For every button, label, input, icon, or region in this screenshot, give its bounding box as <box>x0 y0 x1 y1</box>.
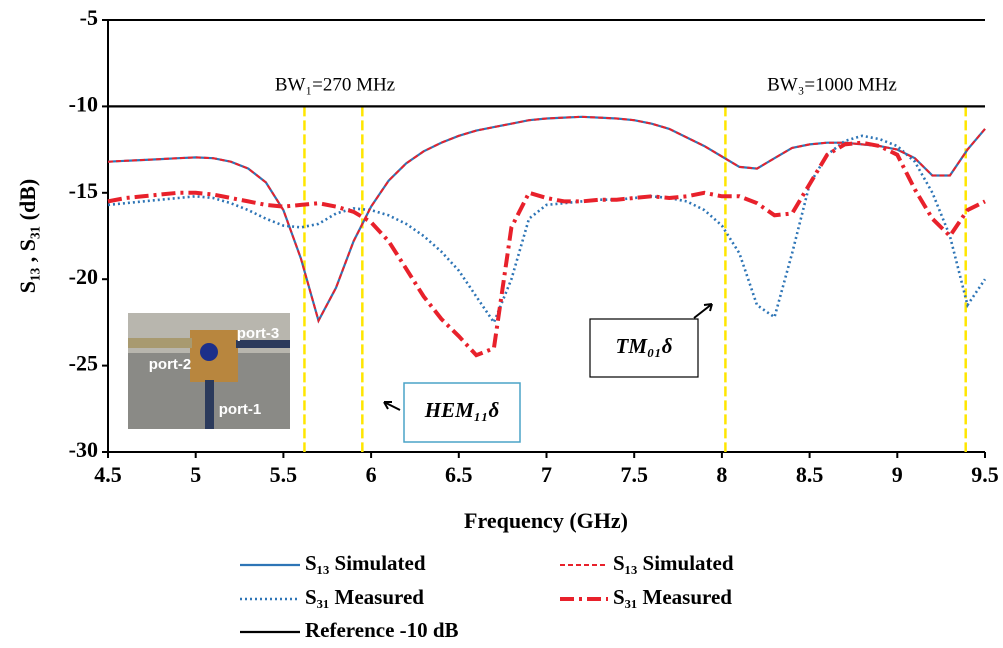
legend-label: S₃₁ Measured <box>613 585 732 609</box>
annotation-box <box>403 382 521 443</box>
legend-label: S₃₁ Measured <box>305 585 424 609</box>
series-line <box>107 140 986 358</box>
series-line <box>107 115 986 324</box>
inset-label: port-3 <box>237 325 280 342</box>
x-tick-label: 9.5 <box>971 462 999 487</box>
x-axis-label: Frequency (GHz) <box>464 508 628 533</box>
photo-cable <box>236 340 290 348</box>
x-tick-label: 5.5 <box>270 462 298 487</box>
x-tick-label: 9 <box>892 462 903 487</box>
arrow <box>383 401 401 411</box>
x-tick-label: 5 <box>190 462 201 487</box>
series-line <box>107 134 987 326</box>
annotation-box <box>589 318 699 378</box>
inset-photo <box>128 313 290 429</box>
arrow <box>693 303 713 319</box>
photo-cable <box>205 380 214 429</box>
legend-label: Reference -10 dB <box>305 618 459 642</box>
legend-label: S₁₃ Simulated <box>613 551 734 575</box>
annotation: BW₃=1000 MHz <box>767 74 897 95</box>
x-tick-label: 6 <box>366 462 377 487</box>
y-axis-label: S₁₃ , S₃₁ (dB) <box>15 179 40 293</box>
x-tick-label: 8.5 <box>796 462 824 487</box>
annotation: TM₀₁δ <box>616 334 673 358</box>
series-line <box>107 115 986 324</box>
legend-label: S₁₃ Simulated <box>305 551 426 575</box>
inset-label: port-2 <box>149 356 192 373</box>
y-tick-label: -25 <box>69 351 98 376</box>
y-tick-label: -10 <box>69 91 98 116</box>
annotation: HEM₁₁δ <box>424 398 500 422</box>
annotation: BW₁=270 MHz <box>275 74 395 95</box>
y-tick-label: -20 <box>69 264 98 289</box>
photo-connector <box>128 338 192 348</box>
x-tick-label: 8 <box>716 462 727 487</box>
y-tick-label: -15 <box>69 178 98 203</box>
x-tick-label: 7 <box>541 462 552 487</box>
x-tick-label: 7.5 <box>620 462 648 487</box>
inset-label: port-1 <box>219 401 262 418</box>
y-tick-label: -5 <box>80 5 98 30</box>
x-tick-label: 4.5 <box>94 462 122 487</box>
y-tick-label: -30 <box>69 437 98 462</box>
photo-resonator <box>200 343 218 361</box>
x-tick-label: 6.5 <box>445 462 473 487</box>
